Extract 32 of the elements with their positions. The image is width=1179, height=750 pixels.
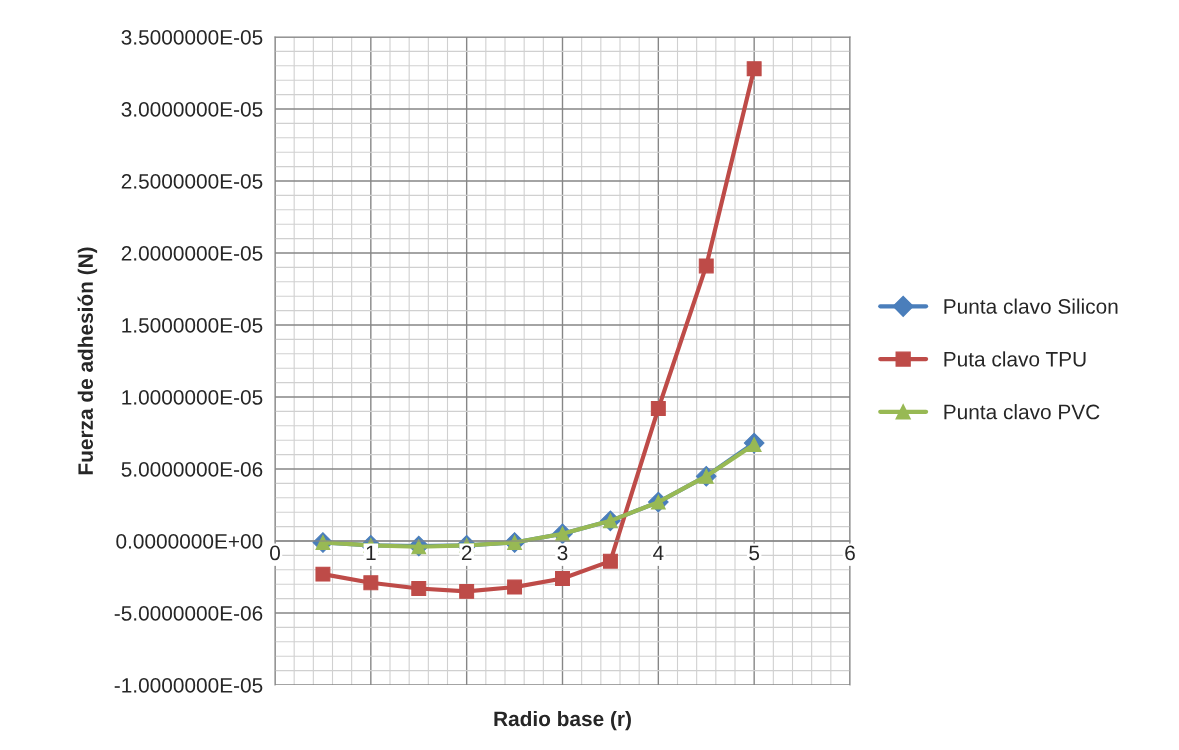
x-tick-label: 3 (557, 545, 568, 561)
y-tick-label: 3.0000000E-05 (121, 102, 263, 117)
y-tick-label: -1.0000000E-05 (114, 678, 263, 693)
point (459, 583, 475, 599)
legend-label: Punta clavo PVC (944, 404, 1100, 420)
point (555, 570, 570, 586)
point (698, 258, 714, 274)
y-axis-title: Fuerza de adhesión (N) (77, 247, 98, 475)
y-tick-label: 1.5000000E-05 (122, 318, 263, 333)
legend-label: Punta clavo Silicon (944, 298, 1118, 314)
y-tick-label: -5.0000000E-06 (114, 606, 263, 621)
point (650, 401, 666, 416)
y-tick-label: 3.5000000E-05 (121, 30, 263, 45)
y-tick-label: 2.5000000E-05 (121, 174, 263, 189)
legend-label: Puta clavo TPU (944, 351, 1086, 367)
x-tick-label: 0 (270, 545, 280, 561)
x-tick-label: 4 (653, 545, 664, 561)
y-tick-label: 0.0000000E+00 (116, 534, 263, 549)
x-tick-label: 5 (749, 545, 760, 561)
x-tick-label: 6 (845, 545, 855, 561)
point (507, 579, 523, 595)
x-axis-title: Radio base (r) (494, 710, 631, 731)
point (411, 581, 427, 596)
point (363, 575, 379, 591)
y-tick-label: 2.0000000E-05 (121, 246, 263, 261)
point (315, 566, 331, 582)
y-tick-label: 1.0000000E-05 (122, 390, 263, 405)
x-tick-label: 2 (461, 545, 472, 561)
point (746, 61, 762, 77)
x-tick-label: 1 (366, 545, 376, 561)
point (602, 553, 618, 569)
y-tick-label: 5.0000000E-06 (121, 462, 263, 477)
